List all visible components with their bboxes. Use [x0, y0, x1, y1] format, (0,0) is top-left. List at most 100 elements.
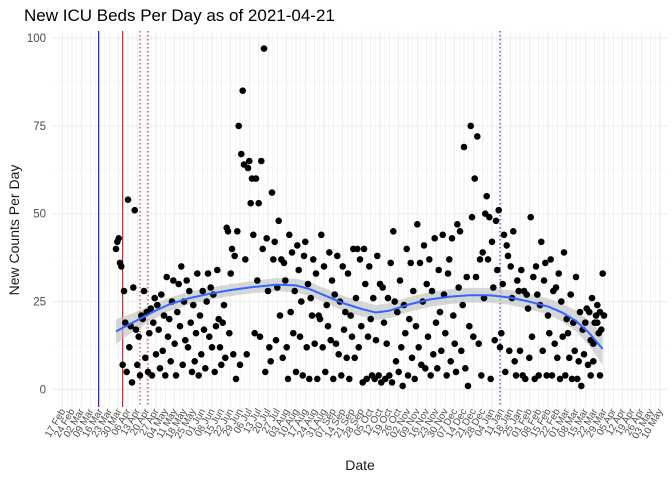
data-point — [156, 365, 164, 372]
data-point — [230, 351, 237, 358]
data-point — [496, 344, 504, 351]
data-point — [443, 372, 451, 379]
data-point — [338, 372, 345, 379]
data-point — [500, 231, 508, 239]
data-point — [258, 157, 265, 165]
data-point — [410, 287, 417, 295]
data-point — [312, 270, 320, 277]
data-point — [231, 252, 238, 260]
smooth-confidence-band — [116, 278, 603, 366]
data-point — [178, 263, 185, 270]
data-point — [523, 291, 530, 298]
data-point — [135, 333, 142, 341]
data-point — [282, 277, 289, 284]
data-point — [272, 336, 280, 344]
data-point — [306, 375, 313, 383]
data-point — [348, 333, 356, 341]
data-point — [516, 347, 524, 355]
data-point — [195, 372, 202, 379]
data-point — [494, 266, 501, 274]
data-point — [392, 358, 400, 365]
data-point — [564, 329, 572, 337]
data-point — [186, 287, 193, 295]
data-point — [250, 231, 257, 239]
data-point — [115, 235, 122, 242]
data-point — [267, 358, 275, 365]
data-point — [148, 372, 156, 379]
data-point — [323, 301, 331, 309]
data-point — [167, 358, 174, 365]
data-point — [268, 189, 276, 196]
data-point — [212, 322, 220, 330]
data-point — [252, 175, 260, 182]
data-point — [491, 336, 499, 344]
data-point — [466, 322, 473, 330]
data-point — [158, 291, 165, 298]
y-tick-label: 25 — [33, 297, 46, 309]
data-point — [311, 340, 319, 348]
data-point — [587, 336, 594, 344]
data-point — [588, 294, 596, 302]
data-point — [340, 326, 348, 334]
data-point — [471, 175, 479, 182]
data-point — [163, 273, 170, 281]
data-point — [390, 228, 397, 235]
data-point — [542, 259, 549, 267]
data-point — [260, 45, 268, 52]
data-point — [574, 375, 581, 383]
data-point — [123, 368, 130, 376]
data-point — [179, 361, 186, 369]
data-point — [270, 256, 277, 263]
data-point — [355, 344, 363, 351]
data-point — [308, 312, 316, 319]
data-point — [502, 368, 509, 376]
data-point — [253, 277, 261, 284]
data-point — [360, 245, 368, 253]
data-point — [587, 372, 594, 379]
data-point — [492, 217, 500, 225]
data-point — [175, 280, 182, 288]
data-point — [527, 213, 534, 221]
data-point — [412, 322, 420, 330]
data-point — [219, 319, 226, 327]
data-point — [164, 333, 172, 341]
data-point — [586, 308, 593, 316]
data-point — [524, 305, 532, 312]
data-point — [510, 228, 517, 235]
data-point — [190, 301, 197, 309]
data-point — [395, 368, 403, 376]
data-point — [363, 375, 371, 383]
data-point — [170, 277, 177, 284]
data-point — [571, 347, 578, 355]
data-point — [470, 333, 477, 341]
data-point — [507, 263, 514, 270]
data-point — [184, 344, 192, 351]
data-point — [142, 354, 149, 362]
data-point — [431, 235, 439, 242]
data-point — [456, 228, 464, 235]
data-point — [242, 256, 249, 263]
data-point — [334, 252, 341, 260]
data-point — [480, 294, 488, 302]
data-point — [328, 277, 336, 284]
data-point — [188, 368, 196, 376]
data-point — [216, 344, 224, 351]
data-point — [226, 329, 233, 337]
data-point — [535, 372, 542, 379]
data-point — [375, 372, 383, 379]
data-point — [404, 372, 412, 379]
data-point — [488, 238, 496, 246]
data-point — [239, 87, 246, 94]
data-point — [582, 319, 589, 327]
data-point — [514, 277, 521, 284]
data-point — [464, 382, 472, 390]
data-point — [354, 245, 361, 253]
data-point — [151, 294, 158, 302]
y-tick-label: 75 — [33, 121, 46, 133]
data-point — [384, 294, 392, 302]
data-point — [548, 372, 556, 379]
data-point — [187, 319, 194, 327]
data-point — [540, 277, 548, 284]
data-point — [130, 284, 137, 291]
data-point — [539, 347, 546, 355]
